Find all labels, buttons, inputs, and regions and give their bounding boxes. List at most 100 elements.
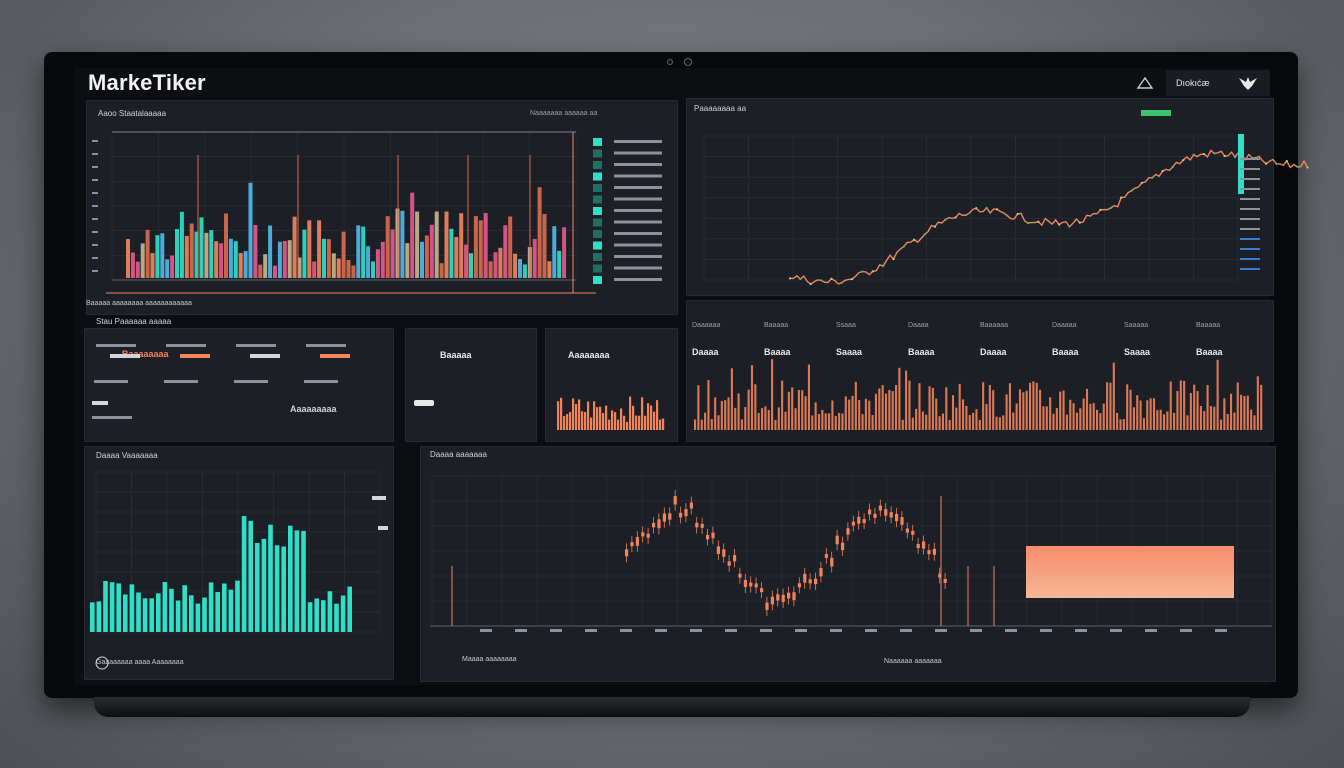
candle-body <box>792 592 796 601</box>
volume-bar <box>901 419 904 430</box>
x-tick <box>900 629 912 632</box>
price-point <box>830 277 833 280</box>
histogram-bar <box>274 545 280 632</box>
volume-bar <box>848 399 851 430</box>
volume-bar <box>498 247 503 278</box>
volume-bar <box>1253 415 1256 430</box>
volume-bar <box>710 419 713 430</box>
histogram-bar <box>90 602 95 632</box>
x-tick <box>620 629 632 632</box>
price-point <box>913 238 916 241</box>
price-point <box>1223 154 1226 158</box>
volume-bar <box>214 241 219 278</box>
volume-bar <box>804 396 807 430</box>
summary-value <box>110 354 140 358</box>
volume-bar <box>955 407 958 430</box>
volume-bar <box>439 263 444 278</box>
candle-body <box>787 592 791 599</box>
candle-body <box>738 573 742 578</box>
legend-chip <box>372 496 386 500</box>
volume-bar <box>1156 410 1159 430</box>
volume-bar <box>1226 414 1229 430</box>
volume-bar <box>513 253 518 278</box>
x-tick <box>550 629 562 632</box>
candle-body <box>743 579 747 588</box>
x-tick <box>725 629 737 632</box>
price-point <box>1161 170 1164 173</box>
triangle-icon[interactable] <box>1136 76 1154 90</box>
candle-body <box>889 512 893 518</box>
volume-bar <box>1233 412 1236 430</box>
volume-bar <box>351 265 356 278</box>
scale-tick <box>1240 248 1260 250</box>
volume-bar <box>1236 382 1239 430</box>
volume-bar <box>331 253 336 278</box>
price-point <box>861 270 864 273</box>
histogram-bar <box>162 581 168 632</box>
panel-title: Paaaaaaaa aa <box>694 104 747 113</box>
volume-bar <box>1240 394 1243 430</box>
volume-bar <box>774 419 777 430</box>
volume-bar <box>1216 359 1219 430</box>
candle-body <box>819 568 823 577</box>
volume-bar <box>730 368 733 430</box>
volume-bar <box>1203 411 1206 430</box>
histogram-bar <box>123 594 128 632</box>
volume-bar <box>170 255 175 278</box>
volume-bar <box>302 229 307 278</box>
volume-bar <box>945 387 948 430</box>
volume-bar <box>444 211 449 278</box>
volume-bar <box>1109 382 1112 430</box>
panel-data-volume <box>84 446 394 680</box>
volume-bar <box>542 213 547 278</box>
volume-bar <box>881 385 884 430</box>
account-name[interactable]: Dıokıćæ <box>1176 78 1210 88</box>
histogram-bar <box>327 591 333 632</box>
ticker-value: Baaaa <box>1196 347 1223 357</box>
panel-footer-b: Naaaaaa aaaaaaa <box>884 658 942 665</box>
volume-bar <box>228 238 233 278</box>
y-tick <box>92 166 98 168</box>
mini-bar <box>575 404 578 430</box>
mini-bar <box>590 417 593 430</box>
mini-bar <box>578 399 581 430</box>
highlight-box[interactable] <box>1026 546 1234 598</box>
volume-bar <box>179 211 184 278</box>
y-tick <box>92 140 98 142</box>
summary-value-b: Aaaaaaaaa <box>290 404 337 414</box>
volume-bar <box>931 387 934 430</box>
price-point <box>1037 220 1040 223</box>
volume-bar <box>473 216 478 278</box>
volume-bar <box>1126 384 1129 430</box>
volume-bar <box>744 406 747 430</box>
candle-body <box>824 553 828 558</box>
volume-bar <box>1005 394 1008 430</box>
mini-bar <box>656 400 659 430</box>
histogram-bar <box>215 592 220 632</box>
ticker-label: Baaaaaa <box>980 322 1009 329</box>
mini-a-toggle[interactable] <box>414 400 434 406</box>
price-point <box>1058 223 1061 226</box>
status-ring <box>95 656 109 670</box>
mini-bar <box>581 411 584 430</box>
volume-bar <box>1075 412 1078 430</box>
volume-bar <box>1085 388 1089 430</box>
candle-body <box>900 517 904 525</box>
volume-bar <box>891 391 894 430</box>
volume-bar <box>898 367 901 430</box>
volume-bar-chart <box>92 131 662 294</box>
list-swatch <box>593 276 602 284</box>
histogram-bar <box>248 520 253 632</box>
candle-body <box>873 513 877 518</box>
volume-bar <box>787 391 790 430</box>
volume-bar <box>532 238 537 278</box>
monitor-stand <box>94 697 1250 717</box>
volume-bar <box>326 239 331 278</box>
volume-bar <box>282 240 287 278</box>
volume-bar <box>740 419 743 430</box>
scale-tick <box>1240 178 1260 180</box>
volume-bar <box>834 415 837 430</box>
panel-title: Aaoo Staatalaaaaa <box>98 109 167 118</box>
volume-bar <box>757 412 760 430</box>
volume-bar <box>921 411 924 430</box>
